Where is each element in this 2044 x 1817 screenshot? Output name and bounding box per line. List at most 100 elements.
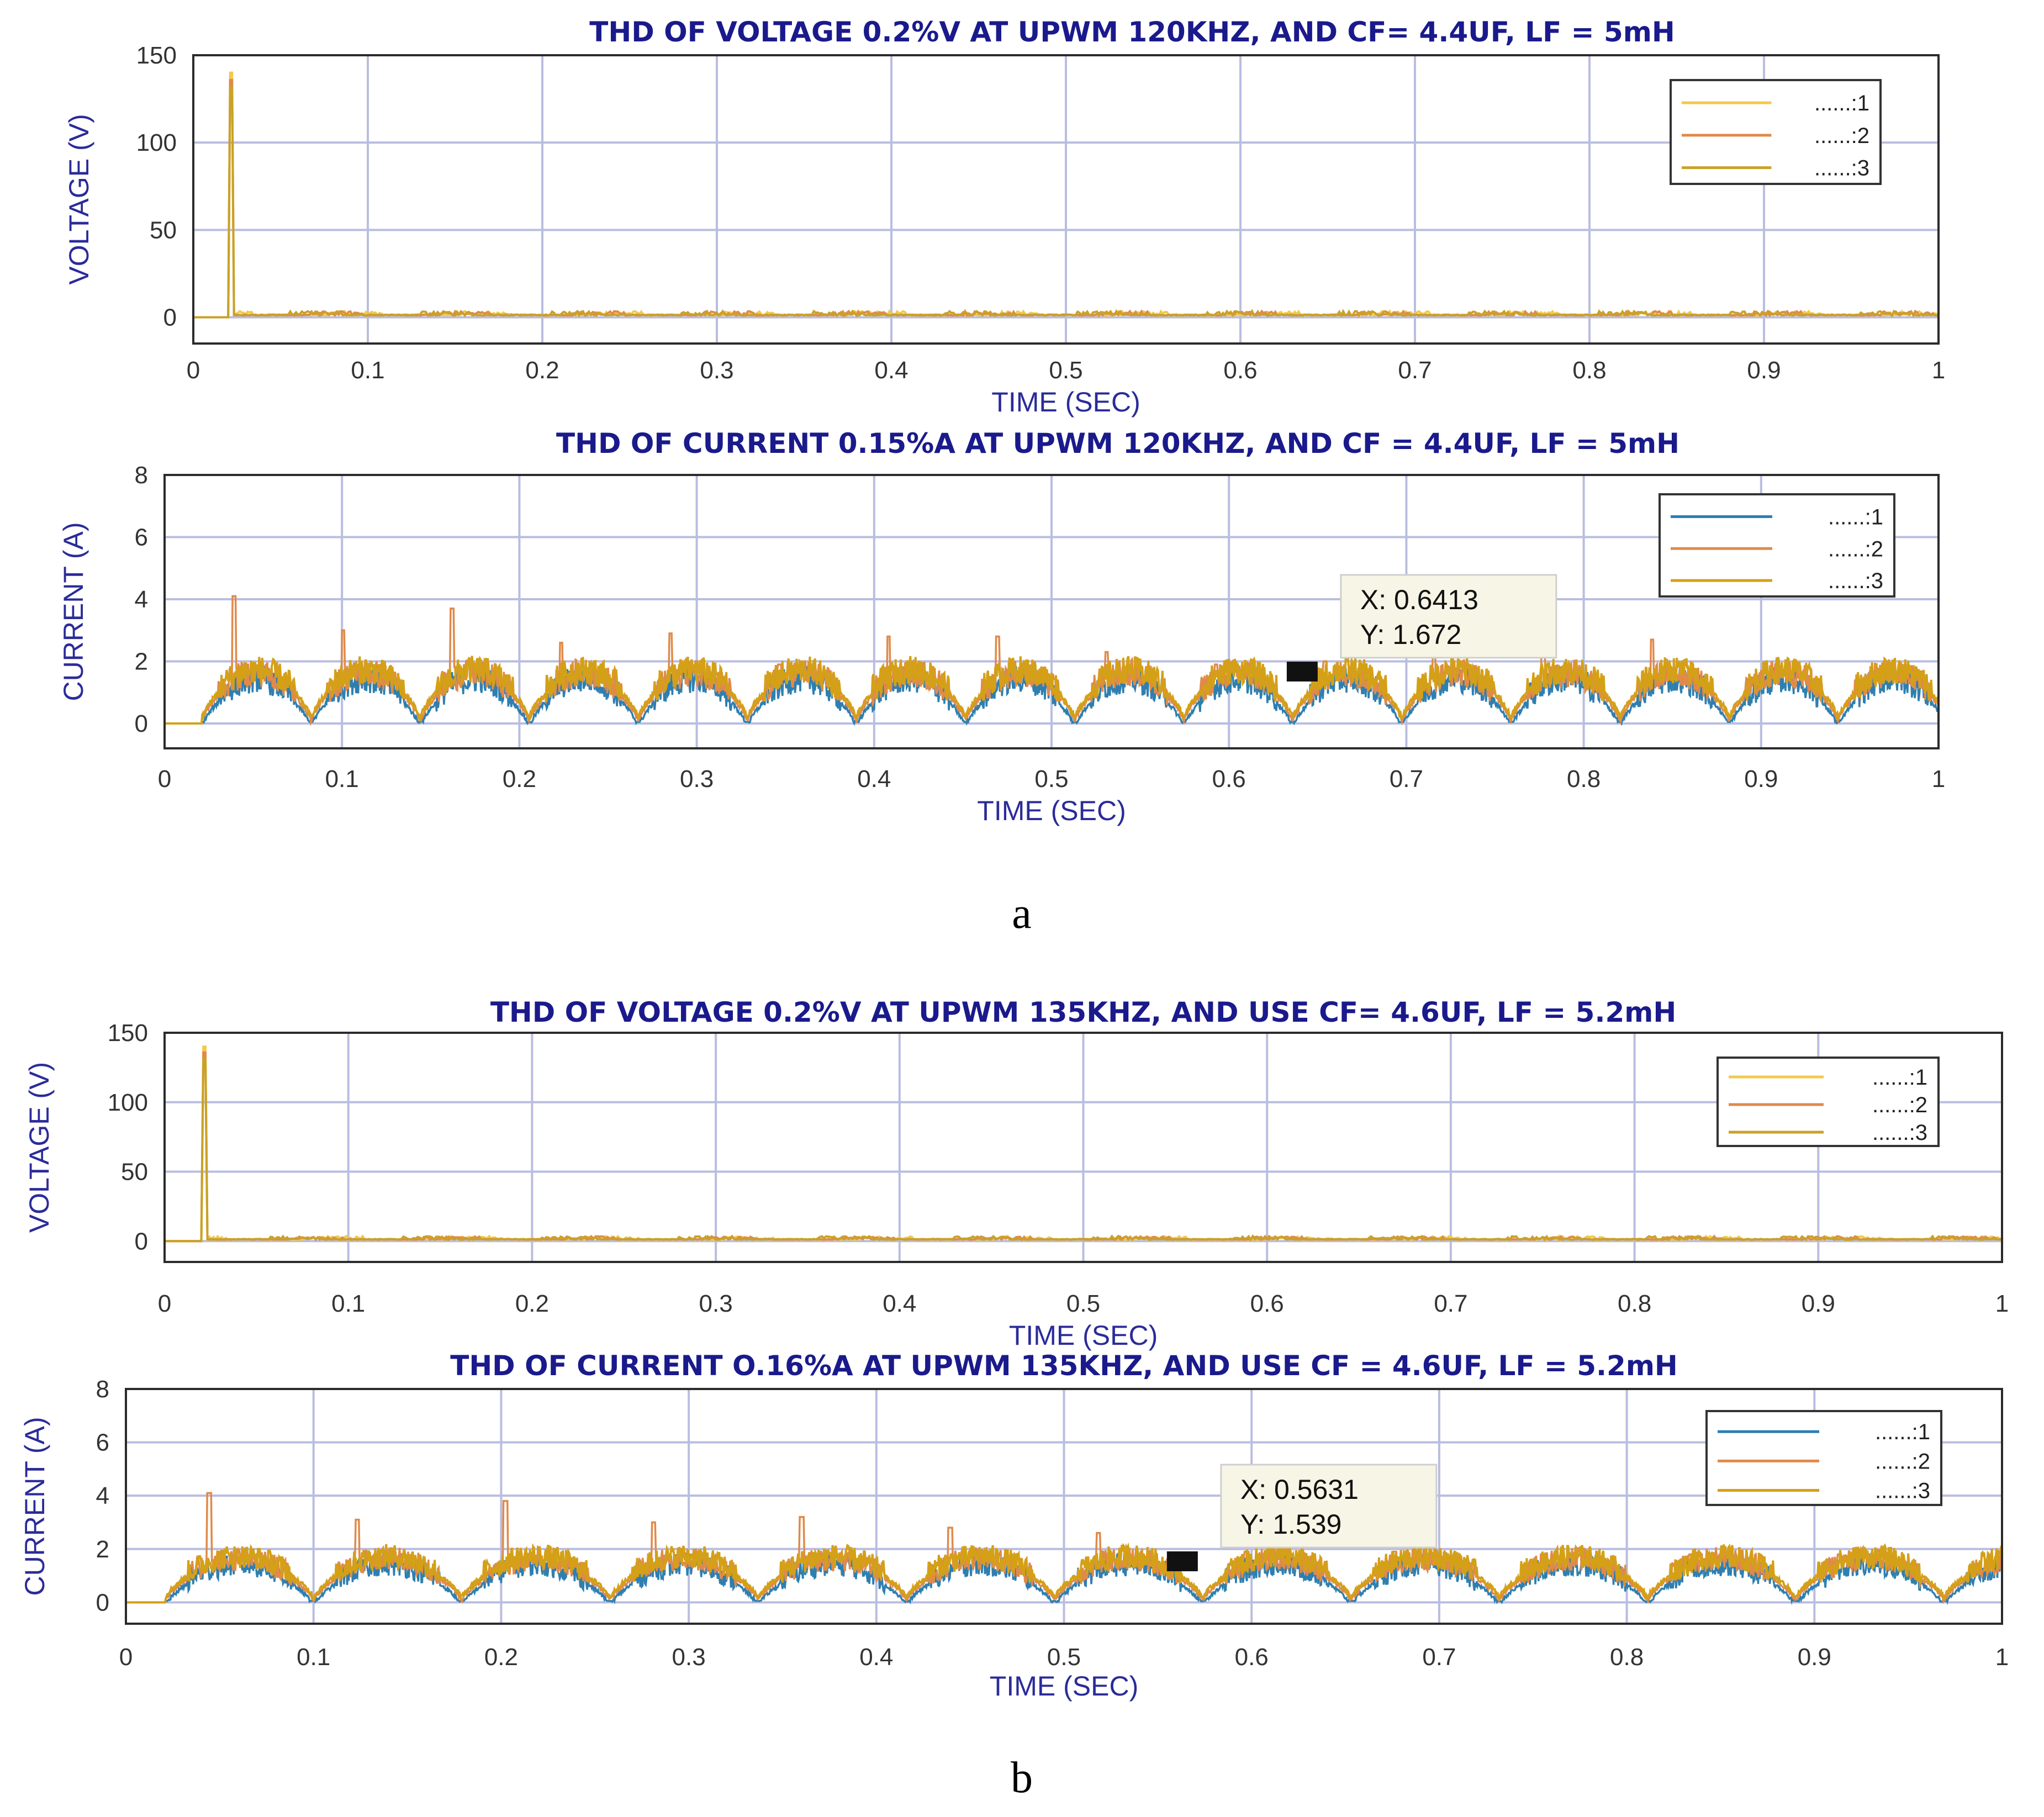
datatip-box (1220, 1464, 1438, 1549)
x-tick-label: 0.5 (1034, 765, 1068, 793)
x-tick-label: 0.9 (1798, 1644, 1831, 1671)
axes-frame (163, 474, 1940, 749)
datatip-marker[interactable] (1286, 661, 1318, 682)
series-3-line (165, 1057, 2002, 1243)
series-3-line (126, 1542, 2003, 1604)
chart-title: THD OF CURRENT 0.15%A AT UPWM 120KHZ, AN… (556, 427, 1679, 459)
datatip-y: Y: 1.672 (1360, 619, 1462, 650)
x-tick-label: 0.7 (1434, 1290, 1467, 1317)
x-tick-label: 0.9 (1744, 765, 1778, 793)
x-tick-label: 0.3 (700, 357, 733, 384)
x-tick-label: 0.6 (1250, 1290, 1284, 1317)
series-3-line (193, 86, 1939, 319)
x-tick-label: 0 (158, 1290, 171, 1317)
x-tick-label: 1 (1932, 357, 1945, 384)
x-tick-label: 0.6 (1223, 357, 1257, 384)
y-axis-label: VOLTAGE (V) (24, 1062, 55, 1233)
x-tick-label: 0.8 (1610, 1644, 1644, 1671)
datatip-y: Y: 1.539 (1240, 1509, 1342, 1540)
series-3-line (165, 654, 1940, 725)
legend-label: ......:3 (1828, 569, 1883, 593)
x-tick-label: 0.4 (857, 765, 891, 793)
x-tick-label: 0.2 (515, 1290, 549, 1317)
x-tick-label: 0.4 (883, 1290, 916, 1317)
y-tick-label: 150 (108, 1020, 148, 1047)
x-tick-label: 0.6 (1212, 765, 1246, 793)
legend: ......:1 ......:2 ......:3 (1670, 79, 1882, 185)
chart-1: 0 0.1 0.2 0.3 0.4 0.5 0.6 0.7 0.8 0.9 1 0 50 100 150 TH… (64, 16, 1945, 418)
x-tick-label: 0 (119, 1644, 133, 1671)
legend-label: ......:2 (1875, 1449, 1930, 1473)
x-tick-label: 0.7 (1398, 357, 1432, 384)
chart-3: 0 0.1 0.2 0.3 0.4 0.5 0.6 0.7 0.8 0.9 1 0 50 100 150 TH… (24, 996, 2009, 1351)
y-tick-label: 100 (108, 1089, 148, 1116)
y-tick-label: 0 (96, 1589, 109, 1616)
series-2-line (126, 1492, 2003, 1604)
y-tick-label: 50 (121, 1159, 148, 1186)
x-tick-label: 0.2 (503, 765, 536, 793)
chart-2: 0 0.1 0.2 0.3 0.4 0.5 0.6 0.7 0.8 0.9 1 0 2 4 6 8 THD OF… (58, 427, 1945, 826)
legend-label: ......:1 (1875, 1420, 1930, 1444)
x-tick-label: 0.3 (680, 765, 714, 793)
x-tick-label: 0.1 (351, 357, 384, 384)
x-tick-label: 1 (1995, 1644, 2009, 1671)
x-tick-label: 0.6 (1235, 1644, 1269, 1671)
x-tick-label: 0.8 (1618, 1290, 1651, 1317)
panel-label-a: a (1012, 889, 1032, 938)
x-tick-label: 0.8 (1567, 765, 1601, 793)
y-axis-label: VOLTAGE (V) (64, 114, 94, 284)
x-tick-label: 0.1 (331, 1290, 365, 1317)
x-axis-label: TIME (SEC) (990, 1671, 1138, 1702)
x-tick-label: 0.4 (874, 357, 908, 384)
x-tick-label: 0.1 (297, 1644, 330, 1671)
x-tick-label: 0.7 (1390, 765, 1423, 793)
x-tick-label: 0.4 (859, 1644, 893, 1671)
chart-4: 0 0.1 0.2 0.3 0.4 0.5 0.6 0.7 0.8 0.9 1 0 2 4 6 8 THD OF… (19, 1350, 2009, 1702)
axes-frame (192, 54, 1940, 345)
legend-label: ......:3 (1872, 1121, 1927, 1145)
panel-label-b: b (1011, 1753, 1033, 1802)
y-tick-label: 0 (163, 304, 177, 331)
y-axis-label: CURRENT (A) (58, 522, 89, 701)
y-tick-label: 6 (96, 1429, 109, 1456)
chart-title: THD OF VOLTAGE 0.2%V AT UPWM 135KHZ, AND… (490, 996, 1676, 1028)
y-tick-label: 2 (96, 1536, 109, 1563)
legend: ......:1 ......:2 ......:3 (1659, 493, 1895, 598)
legend-label: ......:3 (1875, 1478, 1930, 1503)
y-tick-label: 4 (96, 1482, 109, 1509)
chart-title: THD OF CURRENT O.16%A AT UPWM 135KHZ, AN… (450, 1350, 1678, 1382)
x-tick-label: 0.5 (1049, 357, 1082, 384)
x-tick-label: 0.3 (672, 1644, 706, 1671)
axes-frame (163, 1032, 2003, 1263)
y-tick-label: 8 (135, 462, 148, 489)
x-tick-label: 0.7 (1422, 1644, 1456, 1671)
x-tick-label: 0.5 (1066, 1290, 1100, 1317)
y-tick-label: 0 (135, 710, 148, 737)
x-tick-label: 0.2 (484, 1644, 518, 1671)
y-tick-label: 150 (136, 42, 177, 69)
y-axis-label: CURRENT (A) (19, 1417, 50, 1596)
legend-label: ......:2 (1814, 124, 1869, 148)
legend: ......:1 ......:2 ......:3 (1705, 1410, 1942, 1506)
y-tick-label: 50 (150, 216, 177, 244)
x-tick-label: 0.3 (699, 1290, 733, 1317)
legend-label: ......:1 (1814, 91, 1869, 115)
y-tick-label: 6 (135, 524, 148, 551)
chart-title: THD OF VOLTAGE 0.2%V AT UPWM 120KHZ, AND… (589, 16, 1675, 48)
x-tick-label: 0.9 (1802, 1290, 1835, 1317)
x-axis-label: TIME (SEC) (977, 795, 1126, 826)
y-tick-label: 2 (135, 648, 148, 675)
legend-label: ......:2 (1872, 1093, 1927, 1117)
x-tick-label: 0.1 (325, 765, 359, 793)
y-tick-label: 0 (135, 1228, 148, 1255)
x-tick-label: 0 (158, 765, 171, 793)
x-axis-label: TIME (SEC) (1009, 1320, 1158, 1351)
x-tick-label: 0.2 (525, 357, 559, 384)
x-axis-label: TIME (SEC) (991, 387, 1140, 418)
x-tick-label: 0 (187, 357, 200, 384)
legend-label: ......:2 (1828, 537, 1883, 561)
x-tick-label: 0.5 (1047, 1644, 1081, 1671)
datatip-marker[interactable] (1166, 1551, 1198, 1572)
x-tick-label: 1 (1995, 1290, 2009, 1317)
